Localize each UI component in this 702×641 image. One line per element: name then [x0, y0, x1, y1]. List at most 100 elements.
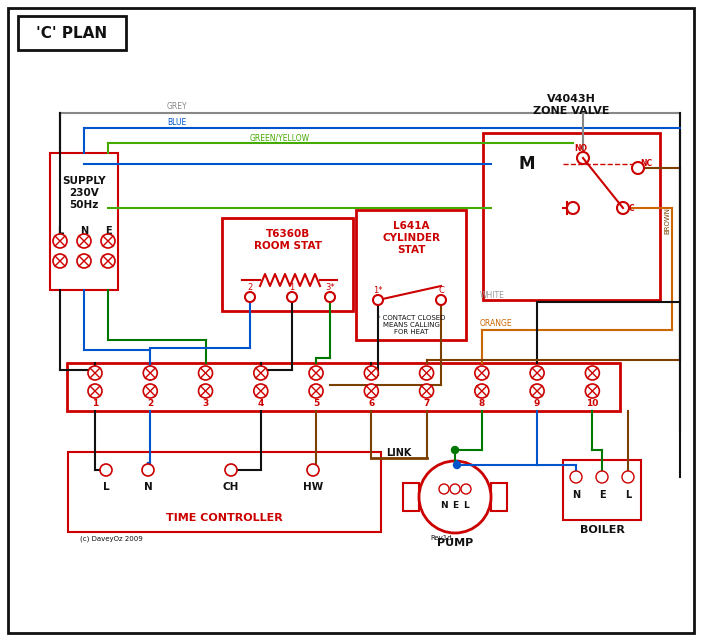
Text: 2: 2 [147, 399, 154, 408]
Bar [527, 262, 549, 292]
Bar [403, 483, 419, 511]
Text: * CONTACT CLOSED
MEANS CALLING
FOR HEAT: * CONTACT CLOSED MEANS CALLING FOR HEAT [377, 315, 445, 335]
Text: 1: 1 [92, 399, 98, 408]
Text: N: N [144, 482, 152, 492]
Circle shape [88, 366, 102, 380]
Bar [18, 16, 126, 50]
Circle shape [530, 384, 544, 398]
Circle shape [475, 384, 489, 398]
Text: E: E [452, 501, 458, 510]
Circle shape [451, 447, 458, 453]
Text: N: N [572, 490, 580, 500]
Text: 5: 5 [313, 399, 319, 408]
Text: TIME CONTROLLER: TIME CONTROLLER [166, 513, 283, 523]
Circle shape [567, 202, 579, 214]
Text: SUPPLY
230V
50Hz: SUPPLY 230V 50Hz [62, 176, 106, 210]
Text: 7: 7 [423, 399, 430, 408]
Text: BOILER: BOILER [580, 525, 625, 535]
Bar [531, 266, 545, 286]
Circle shape [325, 292, 335, 302]
Text: NC: NC [640, 158, 652, 167]
Circle shape [585, 384, 600, 398]
Text: GREY: GREY [167, 102, 187, 111]
Text: WHITE: WHITE [480, 291, 505, 300]
Text: N: N [80, 226, 88, 236]
Bar [624, 266, 638, 286]
Text: 10: 10 [586, 399, 599, 408]
Bar [563, 460, 641, 520]
Text: E: E [105, 226, 112, 236]
Bar [498, 266, 512, 286]
Circle shape [142, 464, 154, 476]
Circle shape [287, 292, 297, 302]
Circle shape [225, 464, 237, 476]
Circle shape [254, 366, 267, 380]
Bar [620, 262, 642, 292]
Circle shape [419, 461, 491, 533]
Bar [585, 262, 607, 292]
Text: 2: 2 [247, 283, 253, 292]
Text: V4043H
ZONE VALVE: V4043H ZONE VALVE [534, 94, 610, 116]
Circle shape [143, 366, 157, 380]
Circle shape [309, 384, 323, 398]
Text: 9: 9 [534, 399, 541, 408]
Text: L641A
CYLINDER
STAT: L641A CYLINDER STAT [382, 221, 440, 254]
Circle shape [585, 366, 600, 380]
Circle shape [245, 292, 255, 302]
Circle shape [577, 152, 589, 164]
Text: M: M [519, 155, 535, 173]
Text: 4: 4 [258, 399, 264, 408]
Circle shape [199, 366, 213, 380]
Bar [483, 133, 660, 300]
Circle shape [88, 384, 102, 398]
Circle shape [364, 366, 378, 380]
Text: (c) DaveyOz 2009: (c) DaveyOz 2009 [80, 535, 143, 542]
Circle shape [307, 464, 319, 476]
Text: PUMP: PUMP [437, 538, 473, 548]
Circle shape [420, 384, 434, 398]
Text: 3: 3 [202, 399, 208, 408]
Text: E: E [599, 490, 605, 500]
Circle shape [461, 484, 471, 494]
Text: C: C [438, 285, 444, 294]
Text: ORANGE: ORANGE [480, 319, 512, 328]
Circle shape [53, 234, 67, 248]
Text: N: N [440, 501, 448, 510]
Text: BROWN: BROWN [664, 206, 670, 233]
Circle shape [436, 295, 446, 305]
Circle shape [596, 471, 608, 483]
Text: L: L [463, 501, 469, 510]
Circle shape [453, 462, 461, 469]
Text: L: L [102, 482, 110, 492]
Text: 3*: 3* [325, 283, 335, 292]
Bar [494, 262, 516, 292]
Circle shape [420, 366, 434, 380]
Circle shape [143, 384, 157, 398]
Text: GREEN/YELLOW: GREEN/YELLOW [250, 133, 310, 142]
Text: L: L [57, 226, 63, 236]
Circle shape [373, 295, 383, 305]
Bar [589, 266, 603, 286]
Circle shape [77, 234, 91, 248]
Circle shape [617, 202, 629, 214]
Bar [67, 363, 620, 411]
Text: NO: NO [574, 144, 588, 153]
Circle shape [364, 384, 378, 398]
Text: T6360B
ROOM STAT: T6360B ROOM STAT [253, 229, 322, 251]
Circle shape [622, 471, 634, 483]
Bar [491, 483, 507, 511]
Circle shape [254, 384, 267, 398]
Circle shape [309, 366, 323, 380]
Circle shape [632, 162, 644, 174]
Text: LINK: LINK [386, 448, 411, 458]
Circle shape [101, 234, 115, 248]
Bar [50, 153, 118, 290]
Text: 'C' PLAN: 'C' PLAN [37, 26, 107, 40]
Circle shape [199, 384, 213, 398]
Text: HW: HW [303, 482, 323, 492]
Circle shape [53, 254, 67, 268]
Text: L: L [625, 490, 631, 500]
Text: 1*: 1* [373, 285, 383, 294]
Circle shape [77, 254, 91, 268]
Circle shape [439, 484, 449, 494]
